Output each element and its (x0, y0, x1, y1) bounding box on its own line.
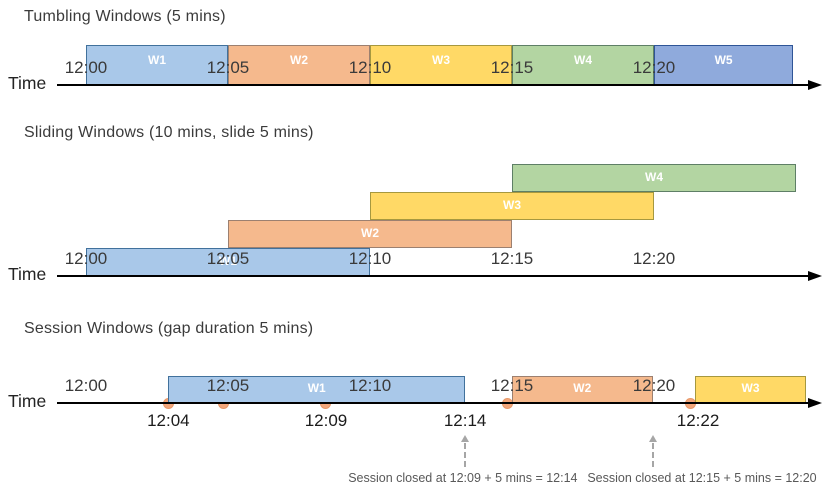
window-rect-w3: W3 (695, 376, 806, 403)
event-time-label: 12:14 (443, 411, 487, 430)
window-rect-w2: W2 (228, 45, 370, 85)
annotation-arrow-up-icon (461, 435, 470, 442)
axis-tick-label: 12:05 (206, 58, 250, 77)
annotation-arrow-tail (651, 443, 654, 467)
session-closed-annotation: Session closed at 12:15 + 5 mins = 12:20 (587, 471, 817, 485)
axis-tick-label: 12:20 (632, 249, 676, 268)
window-rect-w3: W3 (370, 192, 654, 220)
window-label: W1 (307, 381, 326, 395)
window-label: W3 (503, 198, 521, 212)
annotation-arrow-up-icon (648, 435, 657, 442)
window-rect-w4: W4 (512, 164, 796, 192)
time-axis-arrowhead-icon (808, 80, 822, 90)
axis-tick-label: 12:10 (348, 249, 392, 268)
window-rect-w2: W2 (228, 220, 512, 248)
window-label: W4 (574, 53, 592, 67)
section-title-session: Session Windows (gap duration 5 mins) (24, 320, 314, 337)
time-axis-line (57, 84, 808, 86)
session-closed-annotation: Session closed at 12:09 + 5 mins = 12:14 (348, 471, 578, 485)
time-axis-label: Time (8, 73, 47, 93)
event-time-label: 12:09 (304, 411, 348, 430)
event-time-label: 12:04 (147, 411, 190, 430)
axis-tick-label: 12:15 (490, 249, 534, 268)
window-label: W5 (714, 53, 733, 67)
axis-tick-label: 12:00 (64, 58, 108, 77)
window-label: W4 (645, 170, 663, 184)
window-label: W3 (741, 381, 760, 395)
axis-tick-label: 12:20 (632, 58, 676, 77)
axis-tick-label: 12:05 (206, 249, 250, 268)
time-axis-arrowhead-icon (808, 271, 822, 281)
axis-tick-label: 12:00 (64, 249, 108, 268)
annotation-arrow-tail (464, 443, 467, 467)
axis-tick-label: 12:05 (206, 376, 250, 395)
window-rect-w1: W1 (86, 248, 370, 276)
time-axis-line (57, 402, 808, 404)
time-axis-arrowhead-icon (808, 398, 822, 408)
time-axis-label: Time (8, 264, 47, 284)
axis-tick-label: 12:15 (490, 58, 534, 77)
axis-tick-label: 12:10 (348, 58, 392, 77)
axis-tick-label: 12:00 (64, 376, 108, 395)
axis-tick-label: 12:10 (348, 376, 392, 395)
time-axis-line (57, 275, 808, 277)
time-axis-label: Time (8, 391, 47, 411)
window-label: W1 (219, 254, 237, 268)
event-time-label: 12:22 (676, 411, 720, 430)
window-label: W2 (573, 381, 592, 395)
window-rect-w4: W4 (512, 45, 654, 85)
window-rect-w1: W1 (168, 376, 466, 403)
section-title-sliding: Sliding Windows (10 mins, slide 5 mins) (24, 124, 314, 141)
axis-tick-label: 12:15 (490, 376, 534, 395)
window-label: W3 (432, 53, 450, 67)
window-rect-w5: W5 (654, 45, 794, 85)
window-label: W1 (148, 53, 166, 67)
section-title-tumbling: Tumbling Windows (5 mins) (24, 8, 226, 25)
axis-tick-label: 12:20 (632, 376, 676, 395)
window-label: W2 (290, 53, 308, 67)
window-label: W2 (361, 226, 379, 240)
